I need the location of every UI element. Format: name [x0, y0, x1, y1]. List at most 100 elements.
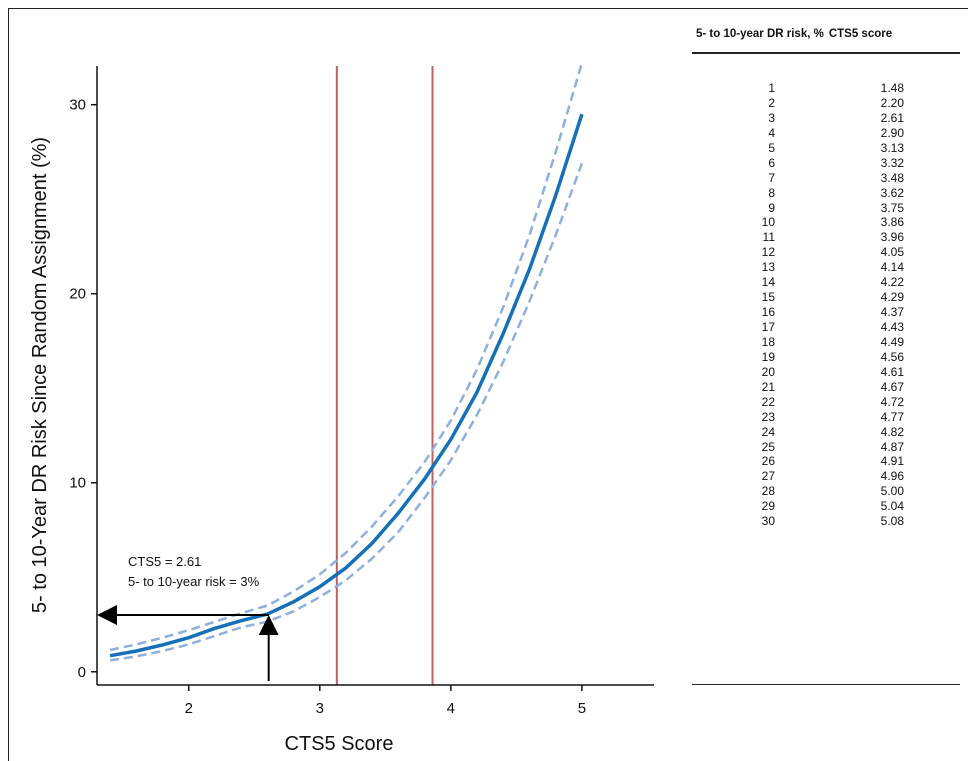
table-row: 24 4.82 [690, 425, 962, 440]
table-row: 20 4.61 [690, 365, 962, 380]
plot-layer [97, 62, 584, 685]
table-cell-score: 4.72 [880, 394, 904, 409]
table-cell-score: 3.96 [880, 230, 904, 245]
table-cell-risk: 7 [768, 170, 775, 185]
table-row: 3 2.61 [690, 111, 962, 126]
table-row: 11 3.96 [690, 230, 962, 245]
table-cell-risk: 5 [768, 140, 775, 155]
table-row: 14 4.22 [690, 275, 962, 290]
table-row: 26 4.91 [690, 454, 962, 469]
table-cell-score: 4.37 [880, 305, 904, 320]
table-top-rule [692, 52, 960, 54]
table-cell-risk: 9 [768, 200, 775, 215]
table-cell-score: 2.61 [880, 110, 904, 125]
table-cell-risk: 17 [761, 320, 775, 334]
table-row: 21 4.67 [690, 380, 962, 395]
table-cell-score: 4.43 [880, 320, 904, 334]
confidence-band-2 [109, 162, 584, 662]
table-cell-risk: 27 [761, 469, 775, 484]
table-cell-risk: 11 [762, 230, 775, 245]
table-row: 15 4.29 [690, 290, 962, 305]
table-cell-risk: 19 [761, 349, 775, 364]
table-header: 5- to 10-year DR risk, % CTS5 score [690, 24, 962, 44]
risk-score-table: 5- to 10-year DR risk, % CTS5 score 1 1.4… [690, 24, 962, 685]
table-cell-risk: 15 [761, 290, 775, 305]
table-body: 1 1.48 2 2.20 3 2.61 4 2.90 5 3.13 6 3.32 7 3.48 8 3.62… [690, 81, 962, 529]
table-row: 23 4.77 [690, 410, 962, 425]
table-cell-score: 3.75 [880, 200, 904, 215]
table-cell-score: 4.29 [880, 290, 904, 305]
table-cell-risk: 24 [761, 424, 775, 439]
table-cell-score: 3.32 [880, 155, 904, 170]
table-cell-risk: 2 [768, 95, 775, 110]
table-row: 30 5.08 [690, 514, 962, 529]
annotation-line-1: CTS5 = 2.61 [128, 554, 201, 569]
x-tick-label-4: 4 [447, 700, 455, 717]
y-tick-label-20: 20 [69, 286, 86, 303]
table-cell-score: 3.13 [880, 140, 904, 155]
table-cell-score: 5.00 [880, 484, 904, 499]
x-tick-label-5: 5 [578, 700, 586, 717]
table-cell-risk: 30 [761, 514, 775, 529]
table-cell-risk: 6 [768, 155, 775, 170]
table-row: 28 5.00 [690, 484, 962, 499]
table-bottom-rule [692, 684, 960, 685]
table-row: 27 4.96 [690, 469, 962, 484]
table-cell-risk: 26 [761, 454, 775, 469]
table-cell-risk: 20 [761, 364, 775, 379]
table-cell-score: 4.56 [880, 349, 904, 364]
table-cell-score: 4.22 [880, 275, 904, 290]
table-cell-score: 4.96 [880, 469, 904, 484]
table-cell-risk: 25 [761, 439, 775, 454]
table-row: 4 2.90 [690, 126, 962, 141]
table-cell-score: 4.67 [880, 379, 904, 394]
table-row: 6 3.32 [690, 156, 962, 171]
table-cell-risk: 8 [768, 185, 775, 200]
table-cell-risk: 16 [761, 305, 775, 320]
table-row: 13 4.14 [690, 260, 962, 275]
table-cell-score: 5.04 [880, 499, 904, 514]
y-axis-title: 5- to 10-Year DR Risk Since Random Assig… [29, 137, 51, 613]
table-row: 2 2.20 [690, 96, 962, 111]
x-axis-title: CTS5 Score [285, 733, 394, 755]
table-cell-score: 3.86 [880, 215, 904, 230]
table-header-score: CTS5 score [828, 28, 893, 40]
table-row: 12 4.05 [690, 245, 962, 260]
table-cell-risk: 28 [761, 484, 775, 499]
table-cell-score: 4.87 [880, 439, 904, 454]
table-cell-score: 1.48 [880, 81, 904, 95]
risk-curve [109, 113, 584, 658]
y-tick-label-30: 30 [69, 97, 86, 114]
table-cell-risk: 10 [761, 215, 775, 230]
table-cell-score: 4.61 [880, 364, 904, 379]
table-cell-risk: 14 [761, 275, 775, 290]
confidence-band-1 [109, 62, 584, 652]
table-cell-score: 4.91 [880, 454, 904, 469]
table-cell-risk: 3 [768, 110, 775, 125]
annotation-line-2: 5- to 10-year risk = 3% [128, 574, 260, 589]
x-tick-label-3: 3 [316, 700, 324, 717]
axes: 2 3 4 5 0 10 20 30 [69, 66, 654, 717]
table-row: 18 4.49 [690, 335, 962, 350]
table-row: 25 4.87 [690, 440, 962, 455]
risk-chart: 2 3 4 5 0 10 20 30 CTS5 Score 5- to 10-Year DR … [29, 62, 654, 755]
table-row: 8 3.62 [690, 186, 962, 201]
table-cell-score: 5.08 [880, 514, 904, 529]
table-row: 16 4.37 [690, 305, 962, 320]
table-row: 29 5.04 [690, 499, 962, 514]
table-header-risk: 5- to 10-year DR risk, % [696, 28, 824, 40]
table-row: 19 4.56 [690, 350, 962, 365]
table-cell-score: 4.82 [880, 424, 904, 439]
table-cell-risk: 13 [761, 260, 775, 275]
table-row: 5 3.13 [690, 141, 962, 156]
table-cell-risk: 12 [761, 245, 775, 260]
table-cell-score: 4.49 [880, 334, 904, 349]
table-cell-risk: 4 [768, 125, 775, 140]
table-row: 7 3.48 [690, 171, 962, 186]
table-cell-score: 3.48 [880, 170, 904, 185]
table-cell-risk: 1 [768, 81, 775, 95]
table-cell-score: 4.14 [880, 260, 904, 275]
figure-frame [8, 8, 968, 761]
table-cell-risk: 22 [761, 394, 775, 409]
table-cell-risk: 29 [761, 499, 775, 514]
